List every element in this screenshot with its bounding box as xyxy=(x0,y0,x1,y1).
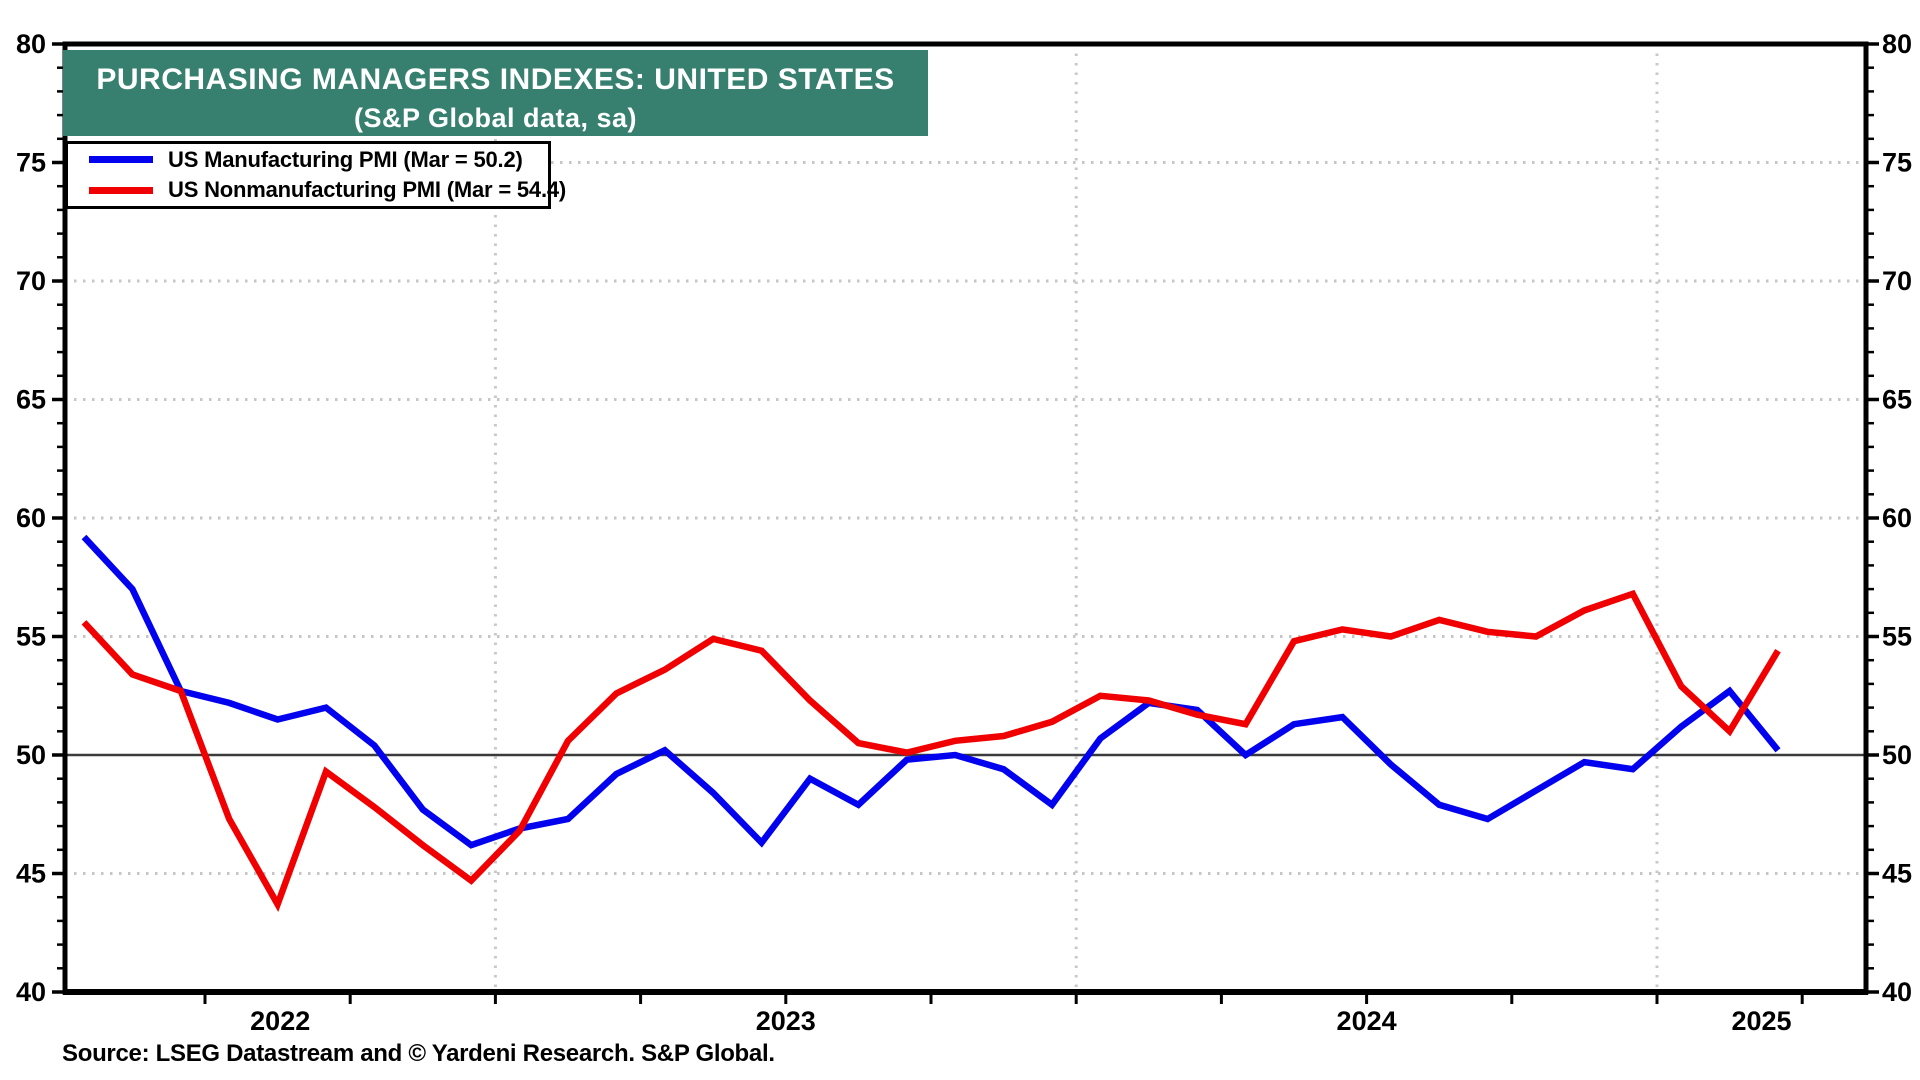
y-axis-label-left: 70 xyxy=(16,266,46,296)
y-axis-label-right: 45 xyxy=(1882,859,1912,889)
manufacturing-line-swatch xyxy=(89,156,153,164)
y-axis-label-right: 60 xyxy=(1882,503,1912,533)
y-axis-label-left: 45 xyxy=(16,859,46,889)
x-axis-year-label: 2022 xyxy=(250,1006,310,1036)
x-axis-year-label: 2025 xyxy=(1731,1006,1791,1036)
nonmanufacturing-line-swatch xyxy=(89,186,153,194)
legend-item-manufacturing: US Manufacturing PMI (Mar = 50.2) xyxy=(68,145,548,175)
y-axis-label-right: 75 xyxy=(1882,148,1912,178)
y-axis-label-right: 70 xyxy=(1882,266,1912,296)
y-axis-label-left: 60 xyxy=(16,503,46,533)
legend-label-manufacturing: US Manufacturing PMI (Mar = 50.2) xyxy=(168,146,523,172)
y-axis-label-left: 80 xyxy=(16,29,46,59)
legend-item-nonmanufacturing: US Nonmanufacturing PMI (Mar = 54.4) xyxy=(68,175,566,205)
y-axis-label-left: 55 xyxy=(16,622,46,652)
x-axis-year-label: 2023 xyxy=(756,1006,816,1036)
y-axis-label-right: 65 xyxy=(1882,385,1912,415)
y-axis-label-left: 65 xyxy=(16,385,46,415)
y-axis-label-right: 50 xyxy=(1882,740,1912,770)
source-note: Source: LSEG Datastream and © Yardeni Re… xyxy=(62,1040,775,1067)
chart-subtitle: (S&P Global data, sa) xyxy=(353,103,638,133)
chart-title: PURCHASING MANAGERS INDEXES: UNITED STAT… xyxy=(96,63,895,96)
y-axis-label-left: 40 xyxy=(16,977,46,1007)
nonmanufacturing-pmi-line xyxy=(81,589,1781,913)
y-axis-label-right: 80 xyxy=(1882,29,1912,59)
chart-legend: US Manufacturing PMI (Mar = 50.2) US Non… xyxy=(65,141,566,209)
manufacturing-pmi-line xyxy=(81,534,1781,849)
legend-label-nonmanufacturing: US Nonmanufacturing PMI (Mar = 54.4) xyxy=(168,177,567,203)
y-axis-label-right: 40 xyxy=(1882,977,1912,1007)
y-axis-label-right: 55 xyxy=(1882,622,1912,652)
x-axis-year-label: 2024 xyxy=(1337,1006,1397,1036)
y-axis-label-left: 75 xyxy=(16,148,46,178)
y-axis-label-left: 50 xyxy=(16,740,46,770)
chart-title-banner: PURCHASING MANAGERS INDEXES: UNITED STAT… xyxy=(63,50,928,136)
